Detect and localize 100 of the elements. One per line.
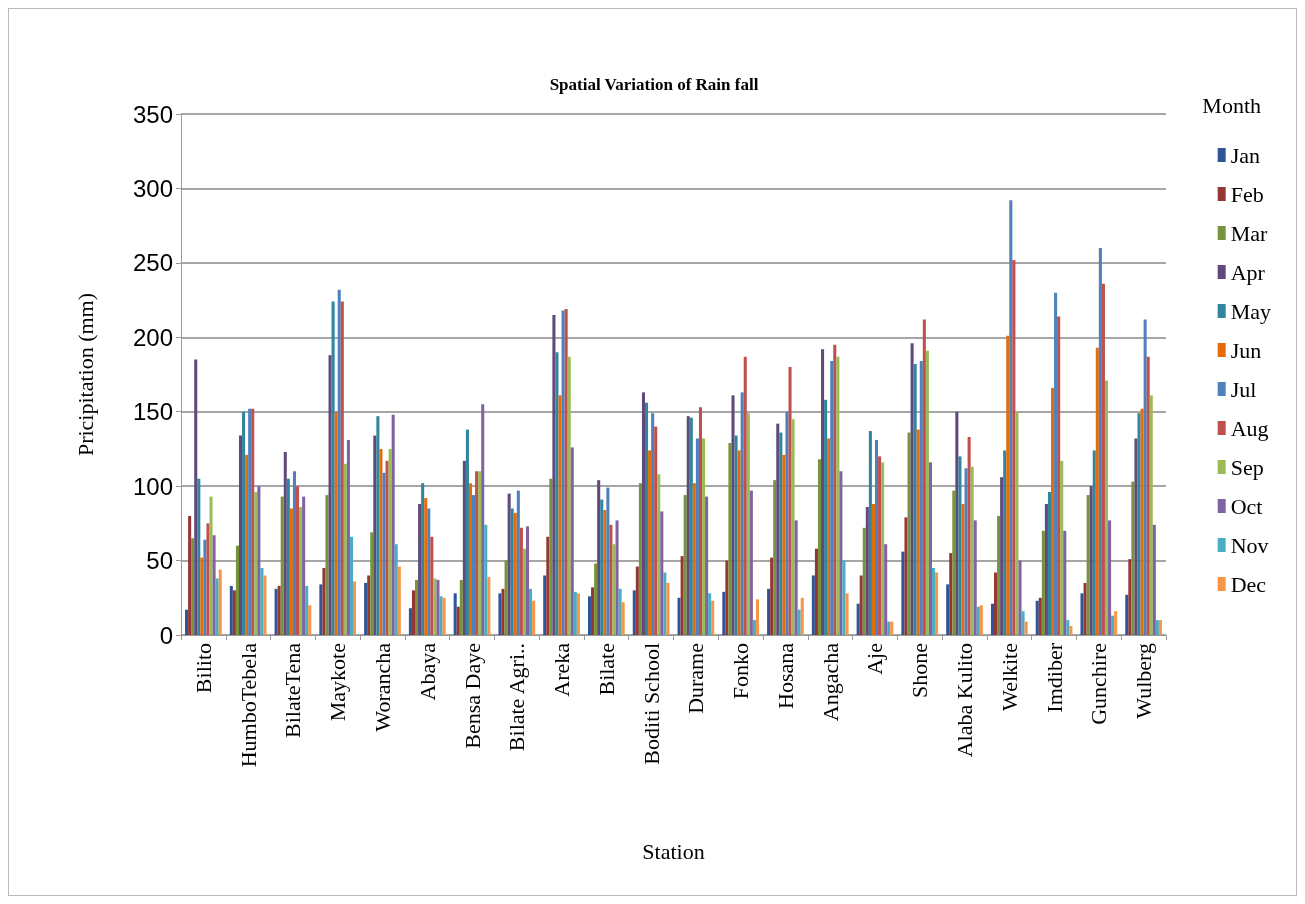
bar — [952, 490, 956, 635]
y-axis-title: Pricipitation (mm) — [72, 292, 98, 457]
bar — [740, 392, 744, 635]
x-axis-title: Station — [642, 838, 705, 864]
bar — [510, 508, 514, 635]
bar — [325, 495, 329, 635]
legend-label: Jan — [1230, 142, 1260, 168]
bar — [430, 536, 434, 635]
bar — [295, 486, 300, 635]
x-tick-label: Angacha — [817, 642, 843, 722]
bar — [990, 603, 994, 635]
bar — [638, 483, 642, 635]
bar — [555, 352, 559, 635]
bar — [817, 459, 822, 635]
bar — [755, 599, 760, 635]
bar — [958, 456, 962, 635]
bar — [711, 600, 715, 635]
bar — [695, 438, 699, 635]
bar — [728, 442, 732, 635]
bar — [1125, 594, 1129, 635]
bar — [791, 419, 795, 635]
bar — [1051, 387, 1055, 635]
bar — [200, 557, 204, 635]
bar — [770, 557, 774, 635]
bar — [472, 495, 476, 635]
bar — [800, 597, 804, 635]
bar — [600, 499, 604, 635]
bar — [591, 587, 595, 635]
bar — [462, 460, 466, 635]
bar — [788, 367, 792, 635]
bar — [862, 527, 866, 635]
bar — [408, 608, 412, 635]
bar — [1044, 504, 1048, 635]
bar — [606, 487, 610, 635]
bar — [737, 450, 741, 635]
bar — [388, 448, 392, 635]
bar — [749, 490, 753, 635]
bar — [677, 597, 681, 635]
bar — [245, 454, 249, 635]
bar — [1152, 524, 1156, 635]
bar — [197, 478, 201, 635]
bar — [913, 364, 917, 635]
bar — [1137, 413, 1141, 635]
bar — [427, 508, 431, 635]
bar — [546, 536, 550, 635]
bar — [949, 553, 953, 635]
bar — [552, 314, 556, 635]
x-tick-label: HumboTebela — [235, 642, 261, 768]
bar — [1000, 477, 1004, 635]
bar — [188, 515, 192, 635]
bar — [549, 478, 553, 635]
bar — [305, 585, 309, 635]
bar — [935, 572, 939, 635]
bar — [702, 438, 706, 635]
bar — [529, 588, 533, 635]
bar — [845, 593, 849, 635]
legend-title: Month — [1202, 92, 1262, 118]
bar — [280, 496, 284, 635]
bar — [1012, 259, 1016, 635]
bar — [1128, 559, 1132, 635]
bar — [1060, 460, 1064, 635]
bar — [532, 600, 536, 635]
bar — [1009, 200, 1013, 635]
bar — [373, 435, 377, 635]
bar — [453, 593, 457, 635]
bar — [185, 609, 189, 635]
bar — [242, 411, 246, 635]
bar — [456, 606, 460, 635]
bar — [334, 411, 338, 635]
bar — [651, 413, 655, 635]
bar — [418, 504, 422, 635]
bar — [901, 551, 905, 635]
bar — [394, 544, 398, 635]
bar — [411, 590, 416, 635]
bar — [289, 508, 293, 635]
x-tick-label: Imdiber — [1041, 642, 1067, 713]
bar — [785, 411, 789, 635]
bar — [397, 566, 401, 635]
bar — [1108, 520, 1112, 635]
bar — [609, 524, 613, 635]
bar — [752, 620, 756, 635]
bar — [922, 319, 926, 635]
bar — [229, 585, 233, 635]
x-tick-label: Bilate — [593, 643, 619, 696]
x-tick-label: Boditi School — [638, 643, 664, 765]
y-tick-label: 250 — [132, 249, 173, 277]
bar — [1054, 292, 1058, 635]
bar — [260, 568, 264, 635]
bar — [424, 498, 428, 635]
bar — [641, 392, 645, 635]
x-tick-label: Alaba Kulito — [952, 643, 978, 758]
x-tick-label: Wulberg — [1131, 643, 1157, 719]
bar — [1024, 621, 1028, 635]
bar — [218, 569, 222, 635]
bar — [1104, 380, 1109, 635]
bar — [391, 414, 395, 635]
bar — [910, 343, 914, 635]
bar — [209, 496, 213, 635]
bar — [767, 588, 771, 635]
bar — [337, 289, 341, 635]
